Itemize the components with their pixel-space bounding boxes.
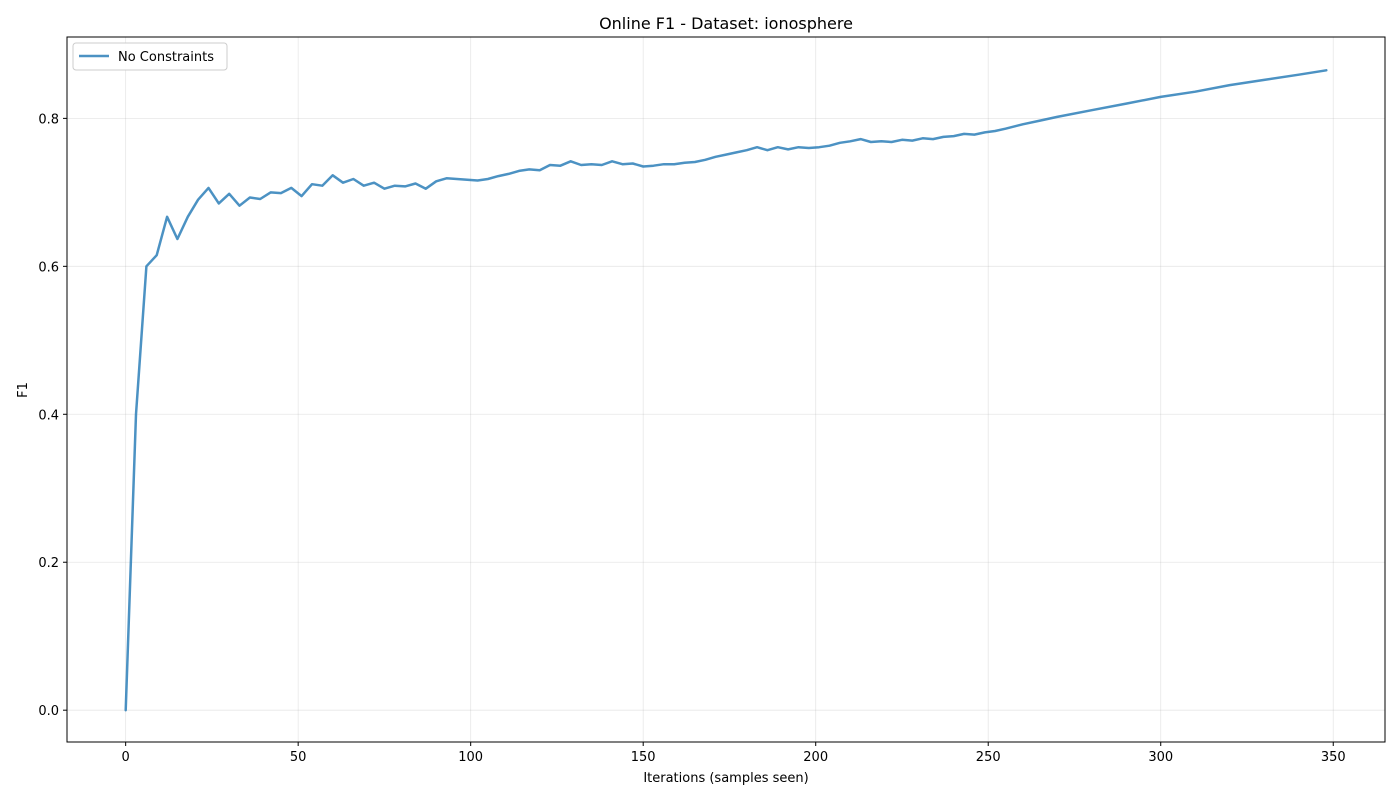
series-layer xyxy=(124,69,1328,712)
legend-box xyxy=(72,42,228,71)
y-tick-label: 0.6 xyxy=(38,260,59,275)
grid-layer xyxy=(67,37,1385,742)
y-tick-label: 0.4 xyxy=(38,408,59,423)
x-tick-label: 200 xyxy=(803,750,828,765)
series-line-no-constraints xyxy=(124,69,1328,712)
x-axis-label: Iterations (samples seen) xyxy=(643,771,808,786)
legend-label-no-constraints: No Constraints xyxy=(118,50,214,65)
y-tick-label: 0.0 xyxy=(38,704,59,719)
x-tick-label: 250 xyxy=(976,750,1001,765)
x-tick-label: 0 xyxy=(122,750,130,765)
y-tick-label: 0.8 xyxy=(38,112,59,127)
x-tick-label: 300 xyxy=(1148,750,1173,765)
x-tick-label: 350 xyxy=(1321,750,1346,765)
y-tick-label: 0.2 xyxy=(38,556,59,571)
ticks-layer: 0 50 100 150 200 250 300 350 0.0 0.2 0.4 0.6 0.8 xyxy=(38,112,1345,765)
y-axis-label: F1 xyxy=(16,382,31,398)
chart-title: Online F1 - Dataset: ionosphere xyxy=(599,14,853,33)
x-tick-label: 100 xyxy=(458,750,483,765)
legend: No Constraints xyxy=(72,42,228,71)
x-tick-label: 50 xyxy=(290,750,307,765)
x-tick-label: 150 xyxy=(631,750,656,765)
plot-frame xyxy=(66,36,1386,743)
